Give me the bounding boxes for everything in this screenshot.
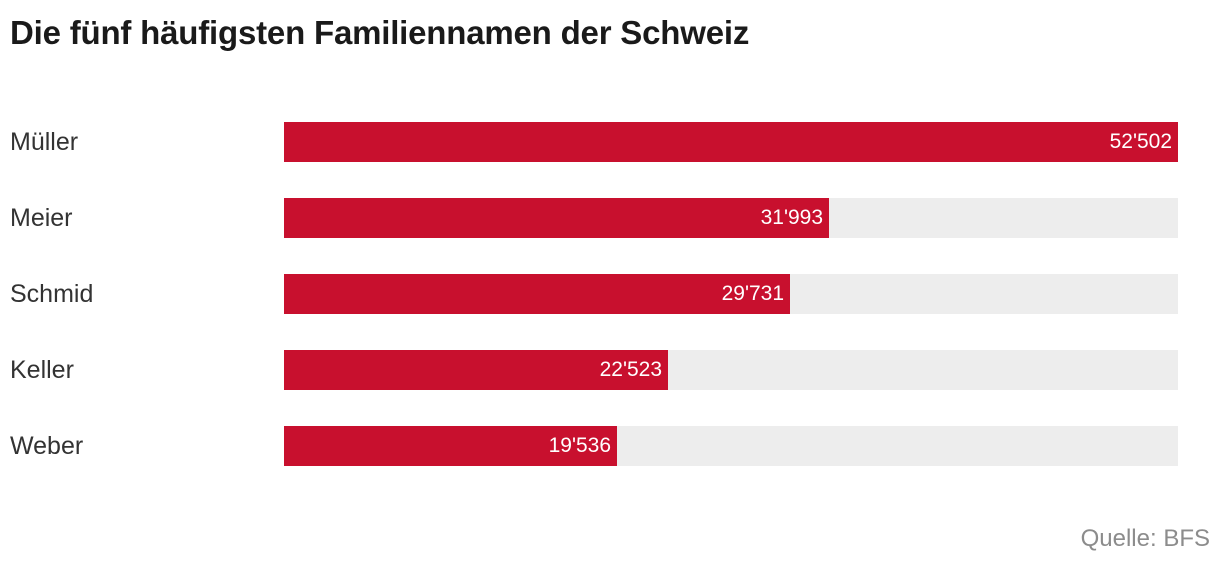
bar-track: 19'536 [284,426,1178,466]
value-label: 31'993 [760,206,823,229]
value-label: 22'523 [599,358,662,381]
bar-row: Meier 31'993 [0,198,1220,238]
category-label: Schmid [10,280,94,308]
bar-track: 29'731 [284,274,1178,314]
bar-row: Schmid 29'731 [0,274,1220,314]
bar: 52'502 [284,122,1178,162]
category-label: Weber [10,432,84,460]
bar-row: Weber 19'536 [0,426,1220,466]
category-label: Meier [10,204,73,232]
value-label: 29'731 [721,282,784,305]
bar-track: 22'523 [284,350,1178,390]
bar-track: 31'993 [284,198,1178,238]
bar: 29'731 [284,274,790,314]
source-note: Quelle: BFS [1080,525,1210,552]
chart-title: Die fünf häufigsten Familiennamen der Sc… [10,14,750,51]
bar: 31'993 [284,198,829,238]
bar: 22'523 [284,350,668,390]
bar: 19'536 [284,426,617,466]
bar-track: 52'502 [284,122,1178,162]
bar-row: Keller 22'523 [0,350,1220,390]
value-label: 52'502 [1109,130,1172,153]
bar-row: Müller 52'502 [0,122,1220,162]
category-label: Keller [10,356,74,384]
value-label: 19'536 [548,434,611,457]
category-label: Müller [10,128,79,156]
